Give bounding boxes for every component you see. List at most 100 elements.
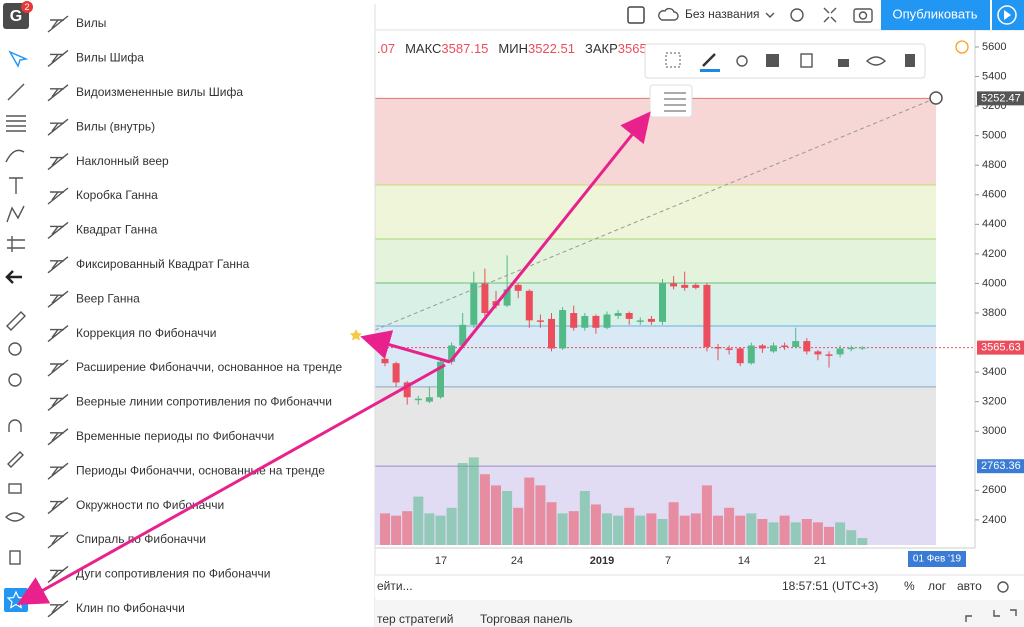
clone-icon[interactable] bbox=[800, 53, 813, 68]
remove-tool[interactable] bbox=[9, 550, 21, 565]
menu-item[interactable]: Вилы (внутрь) bbox=[76, 119, 155, 133]
panel-controls[interactable] bbox=[965, 609, 1017, 622]
menu-item[interactable]: Вилы Шифа bbox=[76, 51, 144, 65]
fib-trend-line bbox=[374, 97, 937, 331]
anchor-point[interactable] bbox=[929, 91, 943, 105]
trend-line-tool[interactable] bbox=[7, 83, 25, 101]
axis-settings[interactable] bbox=[997, 581, 1009, 593]
text-tool[interactable] bbox=[9, 177, 23, 194]
magnet-tool[interactable] bbox=[8, 419, 22, 432]
candle-body bbox=[503, 289, 511, 306]
fullscreen-icon[interactable] bbox=[823, 7, 837, 23]
ruler-tool[interactable] bbox=[6, 311, 26, 331]
menu-item[interactable]: Видоизмененные вилы Шифа bbox=[76, 85, 243, 99]
menu-item[interactable]: Клин по Фибоначчи bbox=[76, 601, 185, 615]
menu-item[interactable]: Квадрат Ганна bbox=[76, 223, 158, 237]
warning-icon[interactable] bbox=[955, 40, 969, 54]
lock-icon[interactable] bbox=[838, 59, 849, 67]
volume-bar bbox=[413, 496, 424, 545]
eye-icon[interactable] bbox=[865, 56, 887, 66]
publish-button[interactable] bbox=[881, 0, 990, 30]
menu-item[interactable]: Коробка Ганна bbox=[76, 188, 158, 202]
price-tick-label: 3800 bbox=[982, 307, 1006, 319]
candle-body bbox=[758, 345, 766, 349]
menu-item[interactable]: Дуги сопротивления по Фибоначчи bbox=[76, 567, 270, 581]
settings-icon[interactable] bbox=[736, 55, 748, 67]
menu-item[interactable]: Периоды Фибоначчи, основанные на тренде bbox=[76, 463, 325, 477]
logo-letter: G bbox=[10, 8, 22, 25]
annotation-arrow bbox=[448, 111, 651, 363]
volume-bar bbox=[812, 522, 823, 545]
volume-bar bbox=[835, 522, 846, 545]
candle-body bbox=[770, 345, 777, 352]
date-label-box bbox=[908, 551, 966, 567]
brush-tool[interactable] bbox=[5, 149, 25, 163]
candle-body bbox=[448, 345, 456, 362]
menu-icon bbox=[47, 359, 69, 377]
lock-tool[interactable] bbox=[8, 483, 22, 494]
layout-title[interactable]: Без названия bbox=[685, 7, 760, 21]
chart-area bbox=[375, 97, 975, 545]
tab-trading-panel[interactable]: Торговая панель bbox=[480, 612, 573, 626]
settings-icon[interactable] bbox=[790, 8, 804, 22]
volume-bar bbox=[579, 491, 590, 545]
camera-icon[interactable] bbox=[853, 8, 873, 23]
tab-strategy-tester[interactable]: тер стратегий bbox=[377, 612, 453, 626]
menu-item[interactable]: Наклонный веер bbox=[76, 154, 169, 168]
menu-item[interactable]: Фиксированный Квадрат Ганна bbox=[76, 257, 250, 271]
stay-drawing-tool[interactable] bbox=[7, 451, 24, 468]
menu-icon bbox=[47, 221, 69, 239]
bottom-bar bbox=[375, 575, 1024, 599]
price-tick-label: 2400 bbox=[982, 514, 1006, 526]
back-arrow[interactable] bbox=[5, 270, 22, 284]
checkbox[interactable] bbox=[627, 6, 645, 24]
pattern-tool[interactable] bbox=[6, 205, 25, 223]
dropdown-arrow[interactable] bbox=[765, 12, 775, 18]
menu-icon bbox=[47, 565, 69, 583]
zoom-in-tool[interactable] bbox=[8, 342, 22, 356]
menu-item[interactable]: Веерные линии сопротивления по Фибоначчи bbox=[76, 395, 332, 409]
menu-icon bbox=[47, 600, 69, 618]
volume-bar bbox=[546, 502, 557, 545]
menu-item[interactable]: Спираль по Фибоначчи bbox=[76, 532, 206, 546]
candle-body bbox=[725, 348, 733, 350]
auto-toggle[interactable]: авто bbox=[957, 579, 982, 593]
volume-bar bbox=[757, 519, 768, 545]
percent-toggle[interactable]: % bbox=[904, 579, 915, 593]
menu-icon bbox=[47, 462, 69, 480]
cursor-tool[interactable] bbox=[8, 50, 29, 68]
prediction-tool[interactable] bbox=[7, 236, 25, 252]
menu-icon bbox=[47, 393, 69, 411]
favorite-star[interactable] bbox=[350, 329, 362, 341]
time-label: 2019 bbox=[590, 555, 614, 567]
hide-tool[interactable] bbox=[4, 512, 26, 522]
time-label: 21 bbox=[814, 555, 826, 567]
fib-band bbox=[375, 325, 936, 387]
trash-icon[interactable] bbox=[905, 54, 915, 67]
menu-item[interactable]: Вилы bbox=[76, 16, 106, 30]
cloud-icon bbox=[658, 7, 679, 21]
menu-item[interactable]: Временные периоды по Фибоначчи bbox=[76, 429, 274, 443]
volume-bar bbox=[524, 477, 535, 545]
zoom-out-tool[interactable] bbox=[8, 373, 22, 387]
fib-icon[interactable] bbox=[664, 92, 686, 112]
template-icon[interactable] bbox=[665, 52, 681, 68]
menu-item[interactable]: Веер Ганна bbox=[76, 291, 140, 305]
volume-bar bbox=[557, 513, 568, 545]
line-tool-icon[interactable] bbox=[702, 53, 716, 67]
log-toggle[interactable]: лог bbox=[928, 579, 947, 593]
menu-item[interactable]: Коррекция по Фибоначчи bbox=[76, 326, 216, 340]
menu-icon bbox=[47, 290, 69, 308]
fib-tool[interactable] bbox=[6, 115, 26, 132]
candle-body bbox=[714, 346, 722, 349]
goto-date[interactable]: ейти... bbox=[377, 579, 413, 593]
clock: 18:57:51 (UTC+3) bbox=[782, 579, 878, 593]
candle-body bbox=[403, 382, 411, 398]
drawing-toolbar bbox=[644, 43, 926, 79]
price-tick-label: 4400 bbox=[982, 218, 1006, 230]
layers-icon[interactable] bbox=[766, 54, 779, 67]
candle-body bbox=[614, 312, 622, 316]
candle-body bbox=[792, 341, 800, 347]
menu-item[interactable]: Расширение Фибоначчи, основанное на трен… bbox=[76, 360, 343, 374]
